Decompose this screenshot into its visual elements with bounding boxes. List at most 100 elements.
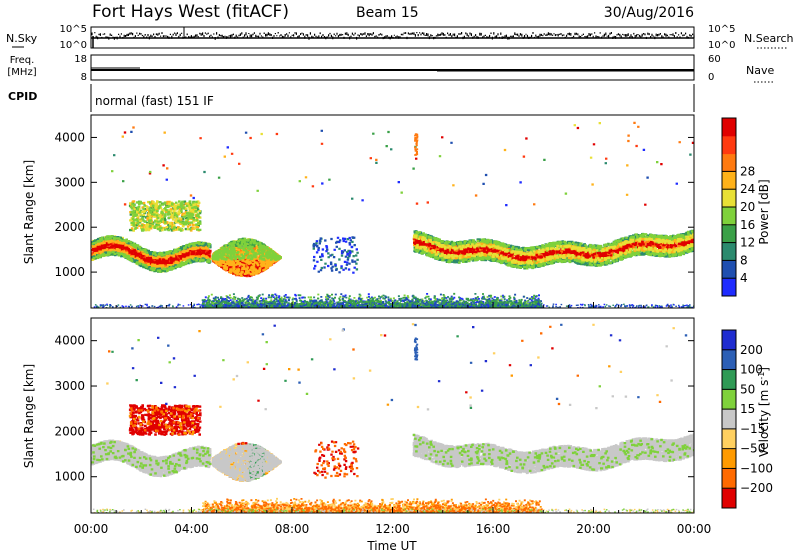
power-scatter bbox=[91, 121, 694, 308]
freq-tick-bottom: 8 bbox=[81, 72, 87, 83]
freq-tick-top: 18 bbox=[74, 54, 87, 65]
colorbar-tick-label: 200 bbox=[740, 343, 763, 357]
scatter-cells bbox=[131, 324, 622, 405]
scatter-cells bbox=[314, 440, 359, 479]
scatter-cells bbox=[131, 323, 688, 402]
colorbar-segment bbox=[722, 330, 736, 351]
x-tick-label: 12:00 bbox=[375, 522, 410, 536]
scatter-cells bbox=[130, 129, 649, 185]
x-tick-label: 04:00 bbox=[174, 522, 209, 536]
colorbar-segment bbox=[722, 349, 736, 371]
y-tick-label: 3000 bbox=[54, 379, 85, 393]
nave-label: Nave bbox=[746, 64, 774, 77]
y-tick-label: 4000 bbox=[54, 130, 85, 144]
scatter-cells bbox=[129, 405, 201, 436]
x-tick-label: 08:00 bbox=[275, 522, 310, 536]
freq-label: Freq. bbox=[10, 55, 35, 66]
colorbar-tick-label: 15 bbox=[740, 402, 755, 416]
scatter-cells bbox=[108, 325, 662, 406]
scatter-cells bbox=[128, 405, 198, 436]
scatter-cells bbox=[201, 292, 542, 308]
scatter-cells bbox=[412, 433, 694, 472]
colorbar-segment bbox=[722, 171, 736, 190]
colorbar-tick-label: 100 bbox=[740, 363, 763, 377]
scatter-cells bbox=[414, 133, 419, 156]
scatter-cells bbox=[91, 238, 211, 270]
colorbar-tick-label: −200 bbox=[740, 481, 773, 495]
velocity-scatter bbox=[91, 323, 694, 513]
scatter-cells bbox=[96, 508, 694, 513]
y-tick-label: 2000 bbox=[54, 424, 85, 438]
scatter-cells bbox=[106, 323, 694, 409]
freq-trace bbox=[91, 67, 694, 72]
colorbar-tick-label: −100 bbox=[740, 461, 773, 475]
y-tick-label: 2000 bbox=[54, 220, 85, 234]
colorbar-tick-label: 24 bbox=[740, 182, 755, 196]
freq-panel-frame bbox=[90, 54, 695, 81]
nave-line bbox=[91, 67, 694, 72]
nsky-tick-bottom: 10^0 bbox=[60, 40, 87, 51]
colorbar-segment bbox=[722, 389, 736, 410]
power-y-axis: 1000 2000 3000 4000 bbox=[54, 130, 694, 279]
scatter-cells bbox=[128, 404, 202, 436]
colorbar-tick-label: 12 bbox=[740, 236, 755, 250]
colorbar-tick-label: −15 bbox=[740, 422, 765, 436]
scatter-cells bbox=[257, 334, 554, 402]
scatter-cells bbox=[198, 330, 611, 406]
velocity-colorbar-label: Velocity [m s-1] bbox=[757, 367, 771, 457]
scatter-cells bbox=[312, 236, 357, 274]
scatter-cells bbox=[211, 442, 282, 482]
scatter-cells bbox=[129, 200, 202, 232]
power-colorbar-label: Power [dB] bbox=[757, 179, 771, 244]
colorbar-segment bbox=[722, 224, 736, 244]
colorbar-segment bbox=[722, 428, 736, 450]
power-colorbar: 4 8 12 16 20 24 28 bbox=[721, 117, 755, 297]
time-x-axis: 00:00 04:00 08:00 12:00 16:00 20:00 00:00 bbox=[74, 302, 712, 536]
colorbar-segment bbox=[722, 409, 736, 430]
colorbar-segment bbox=[722, 468, 736, 489]
date-label: 30/Aug/2016 bbox=[604, 5, 694, 21]
y-tick-label: 1000 bbox=[54, 470, 85, 484]
scatter-cells bbox=[91, 440, 212, 477]
scatter-cells bbox=[95, 303, 691, 308]
scatter-cells bbox=[123, 126, 694, 206]
scatter-cells bbox=[121, 131, 629, 196]
colorbar-segment bbox=[722, 278, 736, 297]
scatter-cells bbox=[260, 122, 601, 159]
x-tick-label: 00:00 bbox=[677, 522, 712, 536]
colorbar-segment bbox=[722, 153, 736, 172]
nsky-tick-top: 10^5 bbox=[60, 24, 87, 35]
nsky-label: N.Sky bbox=[6, 32, 38, 45]
colorbar-segment bbox=[722, 118, 736, 137]
nsky-samples bbox=[91, 32, 695, 40]
scatter-cells bbox=[313, 440, 360, 477]
scatter-cells bbox=[93, 303, 694, 308]
scatter-cells bbox=[313, 236, 358, 274]
figure-title: Fort Hays West (fitACF) bbox=[92, 2, 289, 22]
velocity-y-axis: 1000 2000 3000 4000 bbox=[54, 334, 694, 484]
velocity-colorbar: 200 100 50 15 −15 −50 −100 −200 bbox=[721, 329, 773, 509]
beam-label: Beam 15 bbox=[356, 5, 419, 21]
cpid-label: CPID bbox=[8, 90, 37, 103]
x-tick-label: 16:00 bbox=[476, 522, 511, 536]
nave-tick-bottom: 0 bbox=[708, 72, 714, 83]
nave-tick-top: 60 bbox=[708, 54, 721, 65]
scatter-cells bbox=[111, 155, 659, 195]
nsky-trace bbox=[91, 27, 695, 48]
scatter-cells bbox=[413, 337, 419, 361]
colorbar-tick-label: 20 bbox=[740, 200, 755, 214]
y-tick-label: 4000 bbox=[54, 334, 85, 348]
x-tick-label: 20:00 bbox=[576, 522, 611, 536]
scatter-cells bbox=[412, 433, 694, 475]
scatter-cells bbox=[91, 235, 211, 273]
colorbar-tick-label: 50 bbox=[740, 382, 755, 396]
scatter-cells bbox=[132, 121, 681, 206]
colorbar-tick-label: −50 bbox=[740, 442, 765, 456]
y-tick-label: 3000 bbox=[54, 175, 85, 189]
colorbar-segment bbox=[722, 369, 736, 390]
scatter-cells bbox=[211, 237, 282, 261]
colorbar-frame bbox=[721, 329, 737, 509]
colorbar-segment bbox=[722, 207, 736, 226]
velocity-ylabel: Slant Range [km] bbox=[22, 364, 36, 468]
